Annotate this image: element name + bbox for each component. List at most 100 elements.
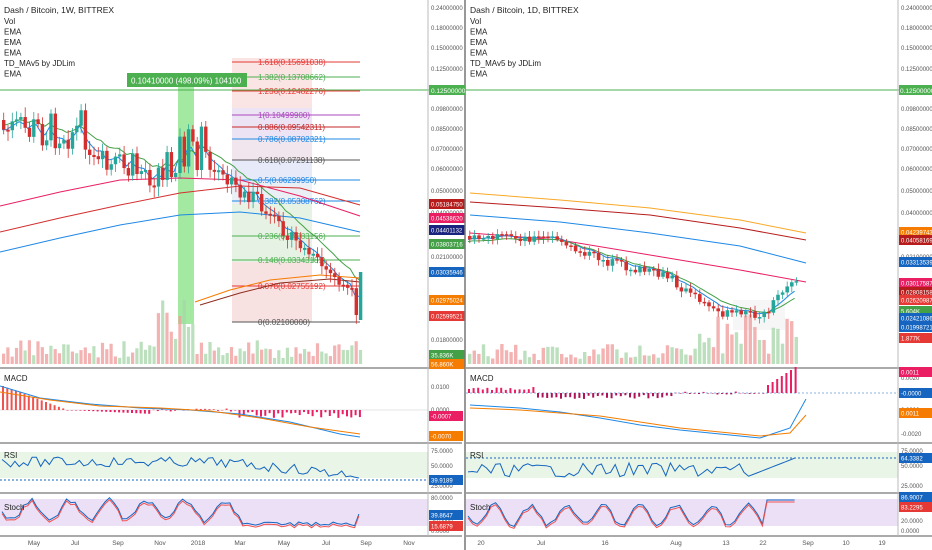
macd-histogram-bar [242, 410, 245, 416]
candle [739, 310, 743, 315]
ema-line-50 [469, 214, 807, 264]
macd-histogram-bar [675, 392, 677, 394]
candle [647, 268, 651, 272]
right-stoch-tag: 86.9007 [901, 496, 923, 502]
candle [341, 284, 346, 287]
right-legend-item: EMA [470, 49, 488, 58]
fib-level-label: 0.886(0.09542311) [258, 123, 325, 132]
candle [716, 308, 720, 312]
macd-histogram-bar [118, 410, 121, 413]
volume-bar [790, 321, 794, 364]
volume-bar [2, 353, 6, 364]
volume-bar [762, 339, 766, 364]
left-price-tag-box [429, 225, 465, 235]
volume-bar [40, 347, 44, 364]
right-macd-tick: 0.0020 [901, 376, 920, 382]
macd-histogram-bar [716, 393, 719, 395]
left-price-tick: 0.09800000 [431, 107, 463, 113]
right-chart-pane[interactable]: Dash / Bitcoin, 1D, BITTREX VolEMAEMAEMA… [466, 0, 932, 547]
macd-histogram-bar [771, 382, 774, 393]
macd-histogram-bar [707, 393, 710, 394]
right-macd-tag-box [899, 388, 932, 398]
macd-histogram-bar [221, 409, 224, 411]
volume-bar [684, 354, 688, 364]
volume-bar [242, 351, 246, 364]
candle [472, 235, 477, 240]
volume-bar [131, 352, 135, 364]
volume-bar [88, 353, 92, 364]
volume-bar [109, 343, 113, 364]
left-macd-tick: 0.0100 [431, 385, 450, 391]
macd-histogram-bar [776, 379, 779, 393]
macd-histogram-bar [518, 389, 521, 393]
candle [113, 156, 118, 165]
volume-bar [354, 341, 358, 364]
candle [619, 259, 624, 262]
candle [509, 234, 513, 237]
right-macd-tick: -0.0020 [901, 432, 922, 438]
candle [247, 191, 251, 203]
volume-bar [518, 359, 522, 364]
volume-bar [486, 356, 490, 364]
candle [757, 317, 762, 319]
volume-bar [10, 356, 14, 364]
macd-histogram-bar [294, 410, 297, 413]
volume-bar [96, 357, 100, 364]
right-price-tag-box [899, 287, 932, 297]
right-chart-title: Dash / Bitcoin, 1D, BITTREX [470, 5, 579, 15]
left-price-tick: 0.15000000 [431, 46, 463, 52]
candle [251, 191, 255, 203]
stoch-d-line [467, 501, 795, 530]
right-rsi-tag-box [899, 453, 932, 463]
stoch-d-line [1, 498, 360, 529]
macd-histogram-bar [504, 389, 507, 393]
volume-bar [711, 347, 716, 364]
candle [527, 236, 532, 242]
macd-histogram-bar [514, 389, 516, 393]
macd-histogram-bar [337, 410, 340, 418]
volume-bar [53, 349, 57, 364]
candle [606, 260, 610, 266]
candle [358, 272, 363, 320]
volume-bar [57, 353, 62, 364]
measure-label-box [127, 73, 247, 87]
fib-level-label: 1.382(0.13708662) [258, 73, 326, 82]
left-time-tick: May [278, 540, 291, 547]
volume-bar [148, 345, 152, 364]
left-measure-band [178, 84, 194, 324]
candle [255, 191, 260, 195]
left-time-tick: 2018 [191, 540, 206, 547]
candle [294, 232, 298, 241]
candle [285, 235, 290, 240]
volume-bar [583, 351, 587, 364]
volume-bar [260, 349, 264, 364]
macd-histogram-bar [481, 389, 484, 393]
volume-bar [744, 315, 748, 364]
candle [610, 259, 615, 266]
volume-bar [477, 353, 481, 364]
left-price-tick: 0.08500000 [431, 127, 463, 133]
volume-bar [62, 344, 66, 364]
left-stoch-label: Stoch [4, 503, 24, 512]
candle [670, 275, 674, 279]
candle [679, 287, 684, 292]
left-stoch-tick: 0.0000 [431, 529, 450, 535]
left-price-tick: 0.07000000 [431, 147, 463, 153]
left-legend-item: EMA [4, 38, 22, 47]
volume-bar [624, 352, 628, 364]
macd-histogram-bar [264, 410, 267, 416]
volume-bar [560, 353, 564, 364]
volume-bar [716, 316, 720, 364]
right-price-tag: 0.01998721 [901, 326, 932, 332]
left-legend-item: EMA [4, 49, 22, 58]
ema-line-100 [469, 201, 807, 241]
left-price-tag: 0.03035946 [431, 271, 463, 277]
candle [596, 252, 601, 261]
macd-histogram-bar [113, 410, 116, 413]
candle [6, 129, 10, 132]
macd-histogram-bar [333, 410, 336, 414]
volume-bar [495, 349, 499, 364]
volume-bar [251, 353, 255, 364]
candle [126, 168, 131, 176]
